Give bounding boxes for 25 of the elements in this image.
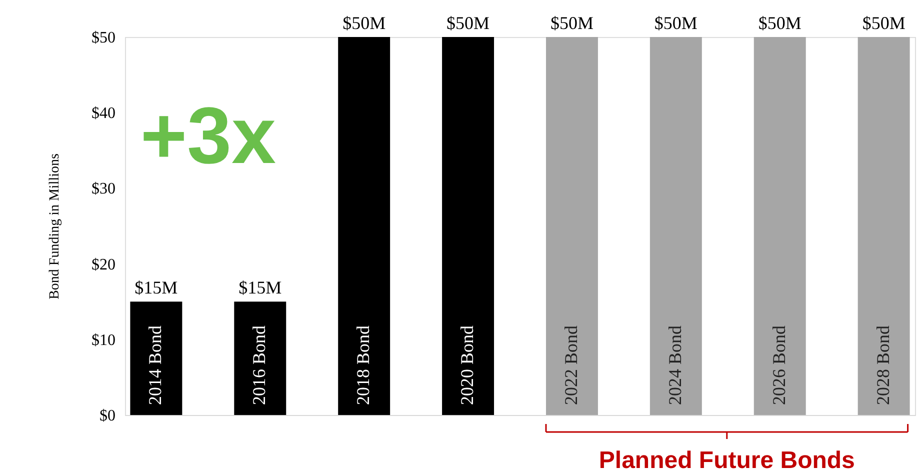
y-tick-label: $30 bbox=[92, 180, 116, 198]
y-axis-title: Bond Funding in Millions bbox=[48, 154, 62, 300]
x-tick-label: 2028 Bond bbox=[872, 325, 893, 405]
data-label: $50M bbox=[862, 13, 906, 33]
text: Planned Future Bonds bbox=[598, 447, 855, 474]
annotation: +3x bbox=[140, 91, 276, 180]
data-label: $50M bbox=[342, 13, 386, 33]
y-tick-label: $40 bbox=[92, 105, 116, 122]
data-label: $50M bbox=[758, 13, 802, 33]
x-tick-label: 2026 Bond bbox=[768, 325, 789, 405]
data-label: $50M bbox=[446, 13, 490, 33]
data-label: $15M bbox=[238, 278, 282, 298]
y-tick-label: $0 bbox=[100, 408, 116, 424]
x-tick-label: 2014 Bond bbox=[145, 325, 166, 405]
x-tick-label: 2020 Bond bbox=[457, 325, 478, 405]
data-label: $50M bbox=[550, 13, 594, 33]
x-tick-label: 2024 Bond bbox=[664, 325, 685, 405]
x-tick-label: 2022 Bond bbox=[560, 325, 581, 405]
x-tick-label: 2018 Bond bbox=[353, 325, 374, 405]
data-label: $15M bbox=[134, 278, 178, 298]
x-tick-label: 2016 Bond bbox=[249, 325, 270, 405]
data-label: $50M bbox=[654, 13, 698, 33]
y-tick-label: $50 bbox=[92, 30, 116, 46]
y-tick-label: $10 bbox=[92, 332, 116, 349]
y-tick-label: $20 bbox=[92, 256, 116, 274]
